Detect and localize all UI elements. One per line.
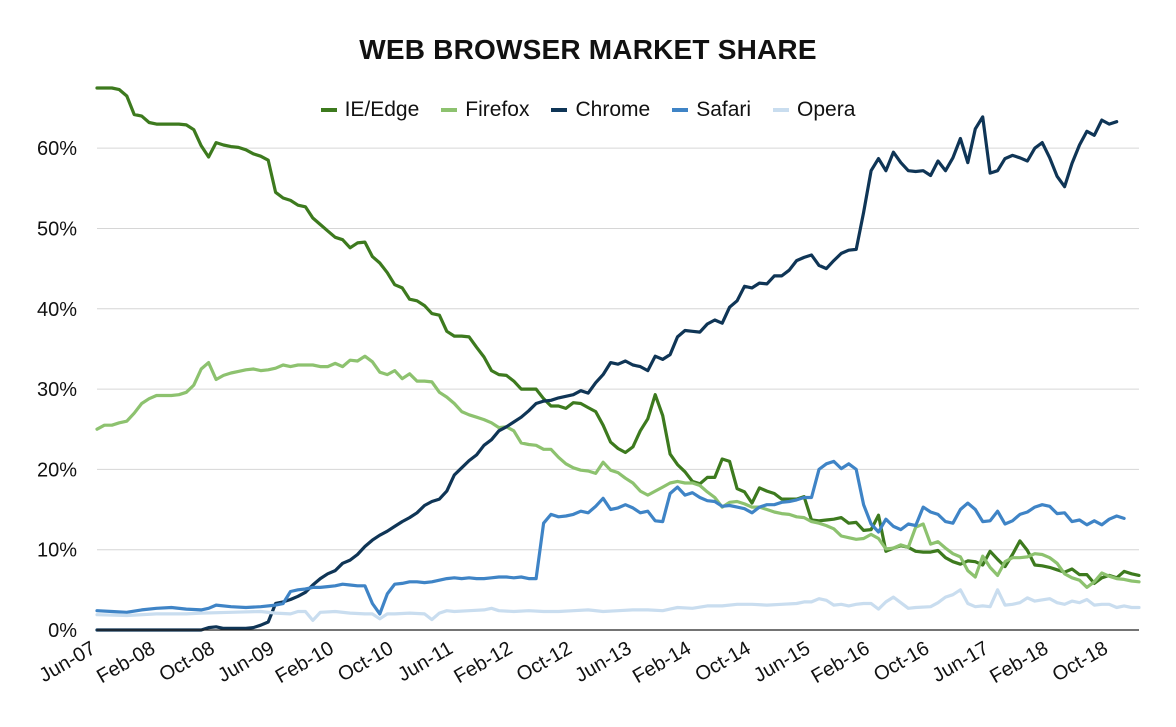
x-tick-label: Oct-08	[156, 637, 219, 686]
series-line-safari	[95, 459, 1126, 616]
x-tick-label: Oct-10	[334, 637, 397, 686]
x-tick-label: Oct-18	[1049, 637, 1112, 686]
gridlines	[97, 147, 1139, 551]
legend-swatch	[320, 108, 337, 112]
x-tick-label: Feb-18	[986, 637, 1052, 688]
legend-item: Firefox	[441, 98, 529, 122]
series-lines	[95, 86, 1141, 632]
x-tick-label: Oct-12	[513, 637, 576, 686]
series-line-chrome	[95, 115, 1119, 632]
legend-item: Chrome	[551, 98, 650, 122]
x-tick-label: Jun-07	[36, 637, 100, 687]
legend: IE/Edge Firefox Chrome Safari Opera	[0, 98, 1176, 122]
legend-swatch	[672, 108, 689, 112]
x-tick-label: Jun-11	[394, 637, 457, 686]
y-tick-label: 50%	[37, 218, 77, 240]
y-tick-label: 10%	[37, 540, 77, 562]
legend-item: IE/Edge	[320, 98, 420, 122]
legend-label: Chrome	[575, 98, 651, 121]
x-tick-label: Oct-14	[691, 637, 754, 686]
x-tick-label: Jun-17	[929, 637, 993, 687]
legend-label: Safari	[696, 98, 752, 121]
x-tick-label: Oct-16	[870, 637, 933, 686]
y-tick-label: 20%	[37, 459, 77, 481]
y-tick-label: 60%	[37, 138, 77, 160]
x-tick-label: Feb-08	[93, 637, 159, 688]
series-line-opera	[95, 588, 1141, 622]
y-tick-label: 30%	[37, 379, 77, 401]
x-tick-label: Jun-15	[750, 637, 814, 687]
legend-label: IE/Edge	[344, 98, 420, 121]
legend-label: Firefox	[465, 98, 530, 121]
y-tick-label: 40%	[37, 299, 77, 321]
legend-label: Opera	[797, 98, 856, 121]
legend-swatch	[551, 108, 568, 112]
series-line-firefox	[95, 354, 1141, 589]
x-tick-label: Feb-14	[629, 637, 695, 688]
series-line-ie-edge	[95, 86, 1141, 585]
legend-item: Safari	[672, 98, 751, 122]
x-tick-label: Feb-10	[272, 637, 338, 688]
x-tick-label: Jun-13	[571, 637, 635, 687]
legend-swatch	[441, 108, 458, 112]
x-tick-label: Jun-09	[214, 637, 278, 687]
legend-swatch	[773, 108, 790, 112]
legend-item: Opera	[773, 98, 855, 122]
y-tick-label: 0%	[48, 620, 77, 642]
chart-title: WEB BROWSER MARKET SHARE	[359, 34, 817, 65]
x-tick-label: Feb-12	[450, 637, 516, 688]
x-tick-label: Feb-16	[808, 637, 874, 688]
